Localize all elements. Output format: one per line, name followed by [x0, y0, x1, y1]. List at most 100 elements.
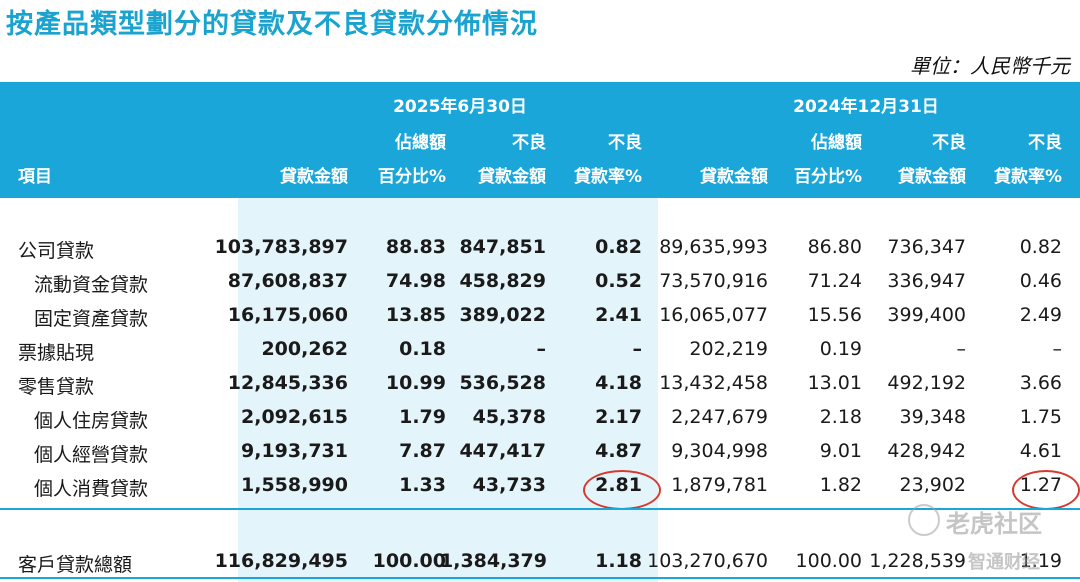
table-row: 公司貸款 103,783,897 88.83 847,851 0.82 89,6… — [0, 232, 1080, 265]
pct-2024: 15.56 — [807, 304, 862, 326]
npl-ratio-2025: 2.17 — [595, 406, 642, 428]
header-npl-bottom-2: 貸款金額 — [898, 167, 966, 187]
header-period-2024: 2024年12月31日 — [793, 97, 939, 117]
total-pct-2025: 100.00 — [372, 550, 446, 572]
highlight-circle-2025 — [583, 470, 661, 510]
pct-2024: 2.18 — [819, 406, 862, 428]
npl-2025: 447,417 — [459, 440, 546, 462]
total-divider-top — [0, 508, 1080, 510]
header-pct-bottom-1: 百分比% — [377, 167, 446, 187]
npl-ratio-2025: 0.82 — [595, 236, 642, 258]
watermark-source: 智通财经 — [968, 552, 1040, 573]
npl-ratio-2024: 2.49 — [1019, 304, 1062, 326]
table-row: 零售貸款 12,845,336 10.99 536,528 4.18 13,43… — [0, 368, 1080, 401]
loan-amount-2024: 2,247,679 — [671, 406, 768, 428]
pct-2024: 9.01 — [819, 440, 862, 462]
header-ratio-bottom-2: 貸款率% — [993, 167, 1062, 187]
total-ratio-2025: 1.18 — [595, 550, 642, 572]
table-row: 票據貼現 200,262 0.18 – – 202,219 0.19 – – — [0, 334, 1080, 367]
header-pct-top-1: 佔總額 — [395, 133, 446, 153]
npl-ratio-2025: 2.41 — [595, 304, 642, 326]
npl-2024: 39,348 — [899, 406, 966, 428]
pct-2025: 0.18 — [399, 338, 446, 360]
total-npl-2024: 1,228,539 — [869, 550, 966, 572]
table-row: 個人經營貸款 9,193,731 7.87 447,417 4.87 9,304… — [0, 436, 1080, 469]
loan-amount-2024: 89,635,993 — [659, 236, 768, 258]
pct-2024: 86.80 — [807, 236, 862, 258]
loan-amount-2025: 103,783,897 — [214, 236, 348, 258]
table-row: 個人住房貸款 2,092,615 1.79 45,378 2.17 2,247,… — [0, 402, 1080, 435]
total-pct-2024: 100.00 — [795, 550, 862, 572]
npl-ratio-2024: – — [1052, 338, 1063, 360]
npl-2024: 336,947 — [887, 270, 966, 292]
npl-ratio-2025: 4.18 — [595, 372, 642, 394]
row-label: 零售貸款 — [18, 376, 95, 398]
table-row: 固定資產貸款 16,175,060 13.85 389,022 2.41 16,… — [0, 300, 1080, 333]
total-row: 客戶貸款總額 116,829,495 100.00 1,384,379 1.18… — [0, 546, 1080, 579]
header-pct-bottom-2: 百分比% — [793, 167, 862, 187]
header-loan-2: 貸款金額 — [700, 167, 768, 187]
npl-ratio-2025: – — [632, 338, 643, 360]
loan-amount-2025: 1,558,990 — [241, 474, 348, 496]
npl-2024: 736,347 — [887, 236, 966, 258]
pct-2025: 1.79 — [399, 406, 446, 428]
loan-amount-2024: 73,570,916 — [659, 270, 768, 292]
row-label: 票據貼現 — [18, 342, 95, 364]
npl-2025: 45,378 — [472, 406, 546, 428]
header-ratio-top-2: 不良 — [1028, 133, 1062, 153]
total-loan-2024: 103,270,670 — [647, 550, 768, 572]
header-ratio-bottom-1: 貸款率% — [573, 167, 642, 187]
current-period-highlight — [238, 198, 658, 582]
watermark-site: 老虎社区 — [946, 510, 1042, 538]
header-ratio-top-1: 不良 — [608, 133, 642, 153]
unit-label: 單位：人民幣千元 — [910, 54, 1070, 78]
loan-amount-2024: 202,219 — [689, 338, 768, 360]
pct-2025: 1.33 — [399, 474, 446, 496]
loan-amount-2025: 9,193,731 — [241, 440, 348, 462]
row-label: 個人住房貸款 — [34, 410, 149, 432]
row-label: 個人經營貸款 — [34, 444, 149, 466]
npl-2024: 428,942 — [887, 440, 966, 462]
row-label: 固定資產貸款 — [34, 308, 149, 330]
pct-2025: 10.99 — [385, 372, 446, 394]
row-label: 公司貸款 — [18, 240, 95, 262]
npl-2025: 536,528 — [459, 372, 546, 394]
pct-2025: 7.87 — [399, 440, 446, 462]
header-npl-bottom-1: 貸款金額 — [478, 167, 546, 187]
pct-2024: 0.19 — [819, 338, 862, 360]
loan-amount-2024: 13,432,458 — [659, 372, 768, 394]
npl-ratio-2024: 3.66 — [1019, 372, 1062, 394]
header-period-2025: 2025年6月30日 — [393, 97, 527, 117]
total-label: 客戶貸款總額 — [18, 554, 133, 576]
row-label: 個人消費貸款 — [34, 478, 149, 500]
npl-2025: 847,851 — [459, 236, 546, 258]
total-divider-bottom — [0, 577, 1080, 579]
npl-ratio-2024: 1.75 — [1019, 406, 1062, 428]
header-item: 項目 — [18, 167, 52, 187]
npl-2024: 23,902 — [899, 474, 966, 496]
loan-amount-2024: 1,879,781 — [671, 474, 768, 496]
loan-amount-2025: 12,845,336 — [227, 372, 348, 394]
page-title: 按產品類型劃分的貸款及不良貸款分佈情況 — [6, 9, 538, 40]
pct-2025: 88.83 — [385, 236, 446, 258]
table-header — [0, 82, 1080, 198]
loan-amount-2024: 16,065,077 — [659, 304, 768, 326]
npl-2024: – — [956, 338, 967, 360]
loan-amount-2025: 16,175,060 — [227, 304, 348, 326]
npl-2025: – — [536, 338, 547, 360]
npl-ratio-2025: 4.87 — [595, 440, 642, 462]
pct-2025: 13.85 — [385, 304, 446, 326]
pct-2024: 71.24 — [807, 270, 862, 292]
header-pct-top-2: 佔總額 — [811, 133, 862, 153]
pct-2024: 1.82 — [819, 474, 862, 496]
loan-amount-2024: 9,304,998 — [671, 440, 768, 462]
loan-amount-2025: 87,608,837 — [227, 270, 348, 292]
watermark-logo-icon — [908, 504, 940, 536]
npl-2025: 458,829 — [459, 270, 546, 292]
npl-ratio-2024: 0.46 — [1019, 270, 1062, 292]
header-npl-top-2: 不良 — [932, 133, 966, 153]
npl-2025: 43,733 — [472, 474, 546, 496]
total-loan-2025: 116,829,495 — [214, 550, 348, 572]
npl-ratio-2024: 0.82 — [1019, 236, 1062, 258]
npl-2024: 399,400 — [887, 304, 966, 326]
